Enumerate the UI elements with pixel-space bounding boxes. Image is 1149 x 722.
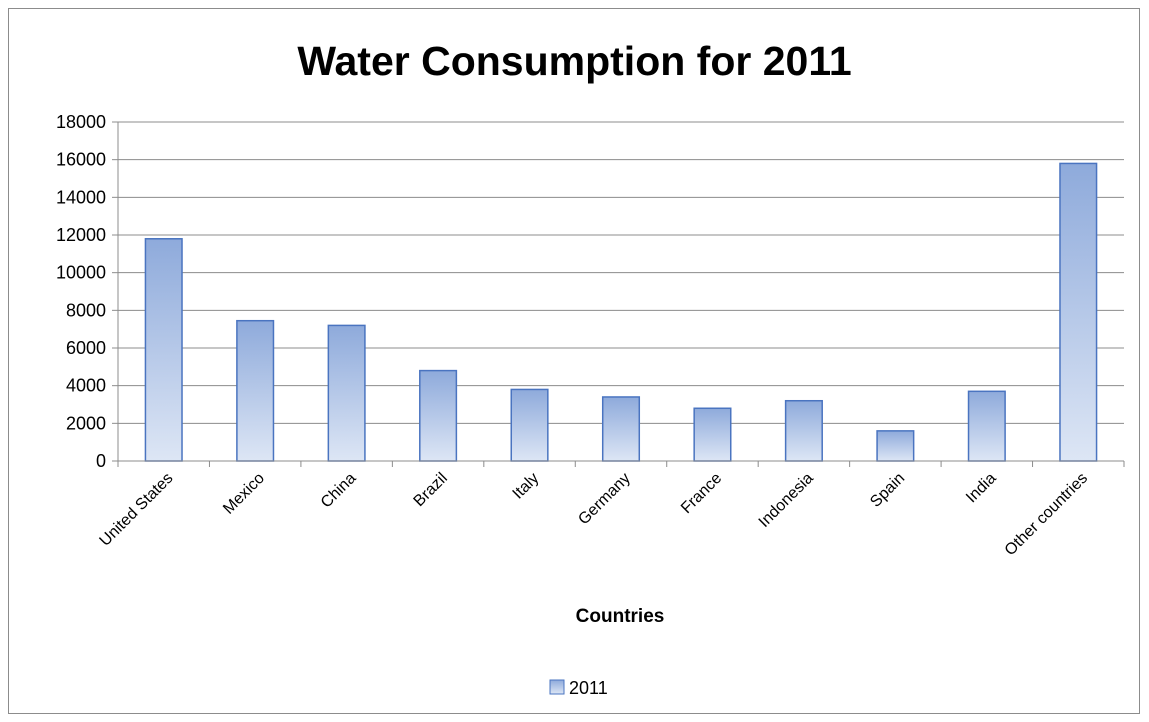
- x-tick-label: Other countries: [1002, 470, 1091, 559]
- x-tick-label: Italy: [510, 470, 543, 503]
- y-tick-label: 10000: [56, 263, 106, 283]
- x-tick-label: Mexico: [220, 470, 268, 518]
- x-tick-label: Brazil: [411, 470, 451, 510]
- bar: [419, 369, 458, 462]
- x-tick-label: China: [318, 470, 360, 512]
- x-tick-label: Spain: [867, 470, 908, 511]
- bar: [784, 399, 823, 462]
- y-tick-label: 14000: [56, 187, 106, 207]
- bar: [693, 407, 732, 462]
- bar: [601, 396, 641, 462]
- y-tick-label: 12000: [56, 225, 106, 245]
- chart-frame: [8, 8, 1140, 714]
- bar: [236, 319, 275, 462]
- gridlines: [112, 121, 1124, 462]
- axis-labels: 0 2000 4000 6000 8000 10000 12000 14000 16000 180…: [56, 112, 1091, 559]
- legend-swatch: [549, 679, 565, 695]
- bars: [144, 162, 1098, 462]
- x-axis-title: Countries: [576, 606, 665, 627]
- y-tick-label: 4000: [66, 376, 106, 396]
- x-tick-label: Indonesia: [756, 470, 817, 531]
- bar: [967, 390, 1006, 462]
- y-tick-label: 0: [96, 451, 106, 471]
- x-tick-label: India: [963, 470, 1000, 507]
- x-tick-label: Germany: [575, 470, 634, 529]
- y-tick-label: 16000: [56, 150, 106, 170]
- y-tick-label: 6000: [66, 338, 106, 358]
- x-tick-label: United States: [97, 470, 177, 550]
- bar: [144, 238, 183, 462]
- bar: [510, 388, 549, 462]
- legend: 2011: [549, 678, 608, 698]
- x-tick-label: France: [678, 470, 725, 517]
- y-tick-label: 18000: [56, 112, 106, 132]
- bar: [327, 324, 366, 462]
- y-tick-label: 2000: [66, 413, 106, 433]
- y-tick-label: 8000: [66, 300, 106, 320]
- legend-label: 2011: [569, 678, 608, 698]
- bar: [876, 430, 915, 462]
- bar: [1059, 162, 1098, 462]
- chart-title: Water Consumption for 2011: [297, 38, 852, 84]
- axes: [117, 122, 1125, 467]
